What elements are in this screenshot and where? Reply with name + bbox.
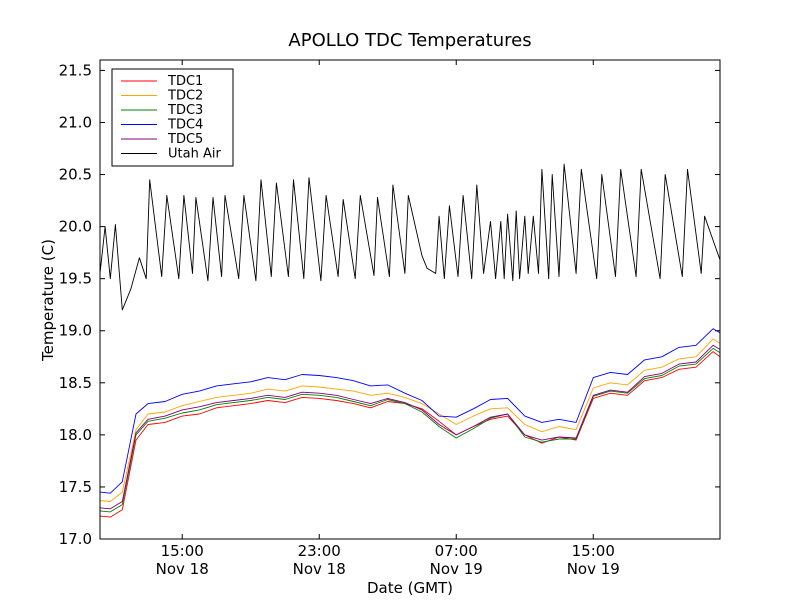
x-tick-time-label: 15:00	[161, 542, 204, 560]
x-tick-time-label: 07:00	[435, 542, 478, 560]
legend-label: TDC1	[167, 74, 203, 89]
y-tick-label: 19.0	[59, 322, 92, 340]
legend-box	[111, 68, 234, 167]
y-tick-label: 17.5	[59, 478, 92, 496]
y-tick-label: 20.0	[59, 218, 92, 236]
series-line-tdc3	[99, 347, 721, 513]
x-tick-time-label: 23:00	[298, 542, 341, 560]
y-tick-label: 18.5	[59, 374, 92, 392]
y-axis-label: Temperature (C)	[39, 239, 57, 362]
legend-label: TDC4	[167, 118, 203, 133]
x-tick-date-label: Nov 18	[293, 560, 346, 578]
legend-label: Utah Air	[168, 147, 221, 162]
x-tick-date-label: Nov 19	[567, 560, 620, 578]
y-tick-label: 19.5	[59, 270, 92, 288]
y-tick-label: 21.0	[59, 113, 92, 131]
series-line-tdc4	[99, 328, 721, 494]
x-axis-label: Date (GMT)	[367, 579, 453, 597]
legend-label: TDC2	[167, 89, 203, 104]
x-tick-time-label: 15:00	[572, 542, 615, 560]
y-tick-label: 20.5	[59, 166, 92, 184]
axis-ticks: 17.0 17.5 18.0 18.5 19.0 19.5 20.0 20.5 21.0 21.5…	[59, 60, 720, 578]
y-tick-label: 17.0	[59, 530, 92, 548]
series-line-tdc5	[99, 344, 721, 510]
series-line-utah-air	[99, 163, 721, 311]
chart-title: APOLLO TDC Temperatures	[288, 30, 531, 51]
y-tick-label: 21.5	[59, 61, 92, 79]
y-tick-label: 18.0	[59, 426, 92, 444]
legend-label: TDC3	[167, 103, 203, 118]
x-tick-date-label: Nov 18	[156, 560, 209, 578]
x-tick-date-label: Nov 19	[430, 560, 483, 578]
series-line-tdc2	[99, 338, 721, 502]
plot-frame	[99, 59, 721, 540]
legend-label: TDC5	[167, 132, 203, 147]
series-layer	[99, 163, 721, 518]
